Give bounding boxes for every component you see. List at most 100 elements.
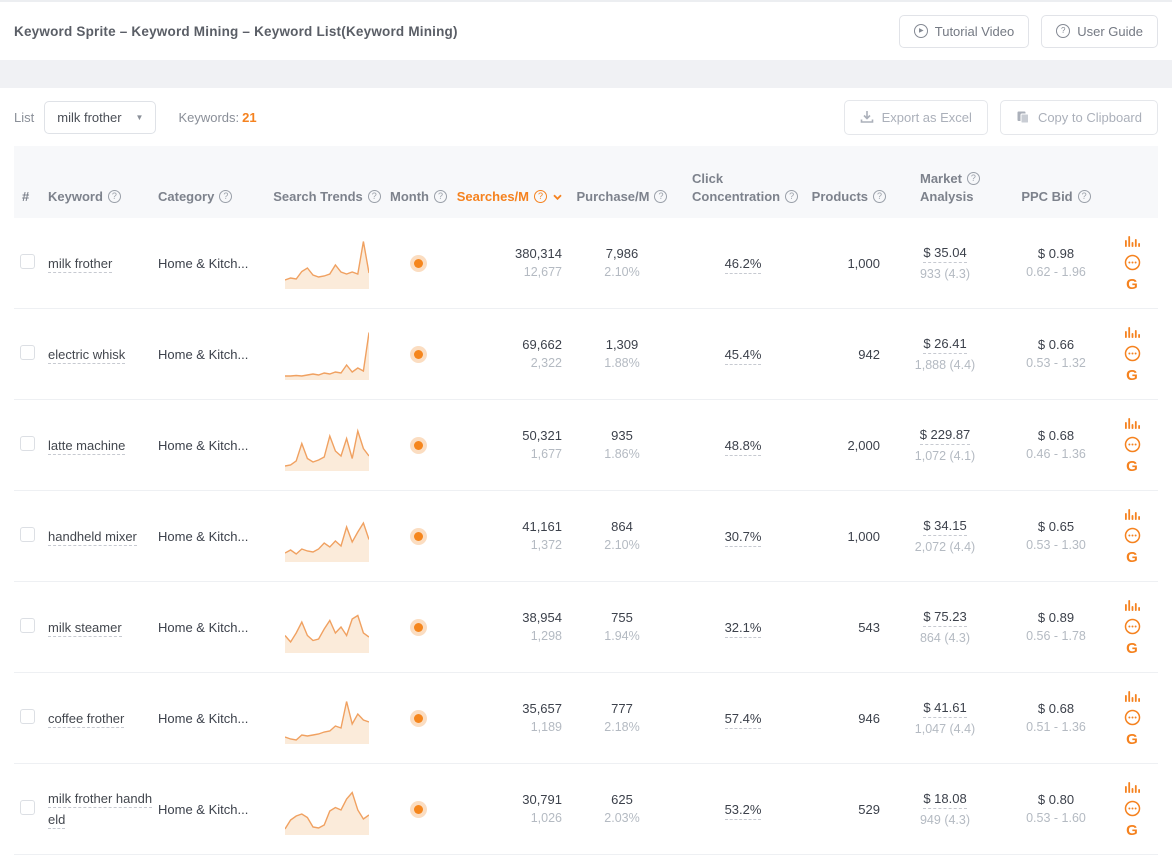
- click-concentration-value[interactable]: 32.1%: [725, 620, 762, 638]
- market-price-value[interactable]: $ 229.87: [920, 427, 971, 445]
- help-icon[interactable]: ?: [967, 172, 980, 185]
- click-concentration-value[interactable]: 48.8%: [725, 438, 762, 456]
- google-trends-icon[interactable]: G: [1126, 459, 1138, 474]
- column-header-month: Month ?: [390, 189, 446, 204]
- search-trends-cell: [264, 689, 390, 747]
- ppc-bid-cell: $ 0.68 0.51 - 1.36: [1002, 699, 1110, 737]
- keyword-link[interactable]: coffee frother: [48, 711, 124, 728]
- list-select[interactable]: milk frother ▼: [44, 101, 156, 134]
- page-title: Keyword Sprite – Keyword Mining – Keywor…: [14, 24, 458, 39]
- market-price-value[interactable]: $ 26.41: [923, 336, 966, 354]
- export-excel-button[interactable]: Export as Excel: [844, 100, 988, 135]
- trend-chart-icon[interactable]: [1125, 690, 1140, 703]
- market-analysis-cell: $ 75.23 864 (4.3): [888, 607, 1002, 648]
- purchase-cell: 625 2.03%: [562, 790, 682, 828]
- click-concentration-value[interactable]: 45.4%: [725, 347, 762, 365]
- click-concentration-value[interactable]: 57.4%: [725, 711, 762, 729]
- column-header-market-analysis: Market ? Analysis: [888, 171, 1002, 204]
- user-guide-button[interactable]: ? User Guide: [1041, 15, 1158, 48]
- checkbox-cell: [14, 254, 48, 272]
- more-actions-icon[interactable]: [1124, 709, 1141, 726]
- column-header-searches[interactable]: Searches/M ?: [446, 189, 562, 204]
- table-header-row: # Keyword ? Category ? Search Trends ? M…: [14, 146, 1158, 218]
- category-cell: Home & Kitch...: [158, 802, 264, 817]
- row-checkbox[interactable]: [20, 436, 35, 451]
- help-icon[interactable]: ?: [368, 190, 381, 203]
- market-price-value[interactable]: $ 35.04: [923, 245, 966, 263]
- market-analysis-cell: $ 229.87 1,072 (4.1): [888, 425, 1002, 466]
- more-actions-icon[interactable]: [1124, 800, 1141, 817]
- row-actions: G: [1110, 690, 1154, 747]
- keyword-link[interactable]: electric whisk: [48, 347, 125, 364]
- trend-chart-icon[interactable]: [1125, 599, 1140, 612]
- table-row: handheld mixer Home & Kitch... 41,161 1,…: [14, 491, 1158, 582]
- month-indicator-icon: [414, 532, 423, 541]
- google-trends-icon[interactable]: G: [1126, 641, 1138, 656]
- divider-band: [0, 60, 1172, 88]
- row-checkbox[interactable]: [20, 345, 35, 360]
- search-trends-cell: [264, 780, 390, 838]
- purchase-cell: 7,986 2.10%: [562, 244, 682, 282]
- copy-clipboard-label: Copy to Clipboard: [1038, 110, 1142, 125]
- keyword-link[interactable]: milk frother handheld: [48, 791, 152, 829]
- help-icon[interactable]: ?: [1078, 190, 1091, 203]
- search-trends-cell: [264, 416, 390, 474]
- row-checkbox[interactable]: [20, 709, 35, 724]
- help-icon[interactable]: ?: [785, 190, 798, 203]
- more-actions-icon[interactable]: [1124, 254, 1141, 271]
- google-trends-icon[interactable]: G: [1126, 277, 1138, 292]
- topbar-actions: ▶ Tutorial Video ? User Guide: [899, 15, 1158, 48]
- more-actions-icon[interactable]: [1124, 527, 1141, 544]
- row-checkbox[interactable]: [20, 527, 35, 542]
- help-icon[interactable]: ?: [534, 190, 547, 203]
- caret-down-icon: ▼: [136, 113, 144, 122]
- export-excel-label: Export as Excel: [882, 110, 972, 125]
- trend-chart-icon[interactable]: [1125, 326, 1140, 339]
- trend-chart-icon[interactable]: [1125, 508, 1140, 521]
- more-actions-icon[interactable]: [1124, 618, 1141, 635]
- month-indicator-icon: [414, 805, 423, 814]
- market-price-value[interactable]: $ 75.23: [923, 609, 966, 627]
- help-icon[interactable]: ?: [219, 190, 232, 203]
- row-checkbox[interactable]: [20, 618, 35, 633]
- copy-clipboard-button[interactable]: Copy to Clipboard: [1000, 100, 1158, 135]
- search-trends-cell: [264, 598, 390, 656]
- products-cell: 529: [804, 800, 888, 819]
- searches-cell: 38,954 1,298: [446, 608, 562, 646]
- keyword-link[interactable]: milk steamer: [48, 620, 122, 637]
- trend-chart-icon[interactable]: [1125, 417, 1140, 430]
- question-circle-icon: ?: [1056, 24, 1070, 38]
- tutorial-video-button[interactable]: ▶ Tutorial Video: [899, 15, 1030, 48]
- market-price-value[interactable]: $ 18.08: [923, 791, 966, 809]
- trend-chart-icon[interactable]: [1125, 781, 1140, 794]
- help-icon[interactable]: ?: [108, 190, 121, 203]
- click-concentration-value[interactable]: 46.2%: [725, 256, 762, 274]
- row-checkbox[interactable]: [20, 800, 35, 815]
- search-trends-cell: [264, 325, 390, 383]
- google-trends-icon[interactable]: G: [1126, 823, 1138, 838]
- searches-cell: 30,791 1,026: [446, 790, 562, 828]
- more-actions-icon[interactable]: [1124, 436, 1141, 453]
- column-header-purchase: Purchase/M ?: [562, 189, 682, 204]
- market-analysis-cell: $ 35.04 933 (4.3): [888, 243, 1002, 284]
- market-price-value[interactable]: $ 41.61: [923, 700, 966, 718]
- help-icon[interactable]: ?: [654, 190, 667, 203]
- keyword-link[interactable]: latte machine: [48, 438, 125, 455]
- keyword-link[interactable]: handheld mixer: [48, 529, 137, 546]
- google-trends-icon[interactable]: G: [1126, 550, 1138, 565]
- row-actions: G: [1110, 326, 1154, 383]
- help-icon[interactable]: ?: [873, 190, 886, 203]
- keyword-link[interactable]: milk frother: [48, 256, 112, 273]
- ppc-bid-cell: $ 0.89 0.56 - 1.78: [1002, 608, 1110, 646]
- market-price-value[interactable]: $ 34.15: [923, 518, 966, 536]
- click-concentration-value[interactable]: 30.7%: [725, 529, 762, 547]
- click-concentration-value[interactable]: 53.2%: [725, 802, 762, 820]
- top-bar: Keyword Sprite – Keyword Mining – Keywor…: [0, 2, 1172, 60]
- search-trends-sparkline: [285, 416, 369, 474]
- row-checkbox[interactable]: [20, 254, 35, 269]
- month-indicator-icon: [414, 623, 423, 632]
- more-actions-icon[interactable]: [1124, 345, 1141, 362]
- google-trends-icon[interactable]: G: [1126, 368, 1138, 383]
- trend-chart-icon[interactable]: [1125, 235, 1140, 248]
- google-trends-icon[interactable]: G: [1126, 732, 1138, 747]
